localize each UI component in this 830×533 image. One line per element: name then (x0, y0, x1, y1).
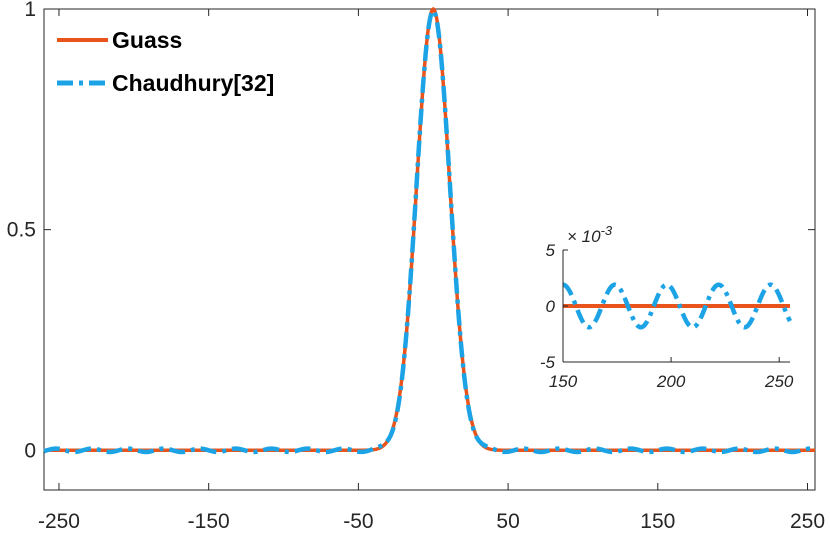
legend: Guass Chaudhury[32] (57, 27, 274, 96)
main-plot-frame (43, 8, 816, 491)
inset-x-tick-label: 150 (549, 372, 578, 391)
inset-exponent-power: -3 (601, 223, 613, 238)
inset-y-tick-label: 0 (546, 297, 556, 316)
inset-exponent-label: × 10-3 (567, 223, 613, 246)
inset-y-tick-label: 5 (546, 241, 556, 260)
x-tick-label: 50 (496, 510, 519, 533)
main-plot-lines (43, 6, 816, 455)
inset-y-tick-label: -5 (540, 353, 556, 372)
y-tick-label: 0.5 (7, 219, 36, 242)
series-line-chaudhury (43, 8, 816, 455)
inset-x-tick-label: 200 (656, 372, 686, 391)
legend-label-chaudhury: Chaudhury[32] (112, 70, 274, 96)
y-tick-label: 0 (24, 439, 36, 462)
inset-axis-ticks: 150 200 250 -5 0 5 (540, 241, 794, 391)
inset-exponent-base: × 10 (567, 227, 601, 246)
inset-plot-lines (562, 282, 792, 330)
inset-series-line-chaudhury (562, 282, 792, 330)
inset-x-tick-label: 250 (764, 372, 794, 391)
legend-label-guass: Guass (112, 27, 182, 53)
x-tick-label: -150 (188, 510, 230, 533)
y-tick-label: 1 (24, 0, 36, 21)
inset-plot: 150 200 250 -5 0 5 × 10-3 (540, 223, 794, 391)
x-tick-label: -50 (343, 510, 373, 533)
x-tick-label: -250 (38, 510, 80, 533)
x-tick-label: 250 (790, 510, 825, 533)
x-tick-label: 150 (640, 510, 675, 533)
